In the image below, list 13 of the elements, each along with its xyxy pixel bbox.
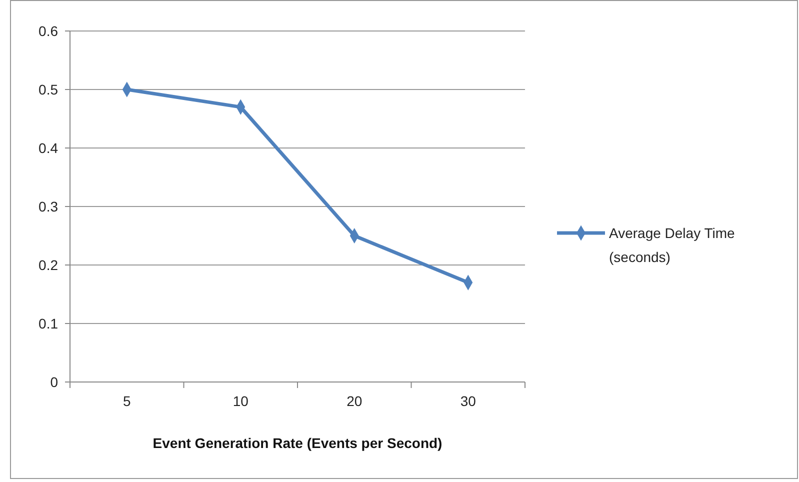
x-axis-title: Event Generation Rate (Events per Second) [152, 435, 442, 451]
y-tick-label: 0.1 [38, 315, 58, 332]
x-tick-label: 30 [460, 393, 476, 409]
y-tick-label: 0.5 [38, 81, 58, 98]
y-tick-label: 0 [50, 374, 58, 390]
x-tick-label: 10 [232, 393, 249, 409]
y-tick-label: 0.4 [38, 140, 58, 156]
y-tick-label: 0.6 [38, 22, 58, 39]
x-tick-label: 20 [346, 393, 362, 409]
y-tick-label: 0.3 [38, 198, 58, 214]
y-tick-label: 0.2 [38, 256, 58, 273]
x-tick-label: 5 [122, 393, 131, 409]
legend-label: Average Delay Time (seconds) [609, 224, 736, 265]
